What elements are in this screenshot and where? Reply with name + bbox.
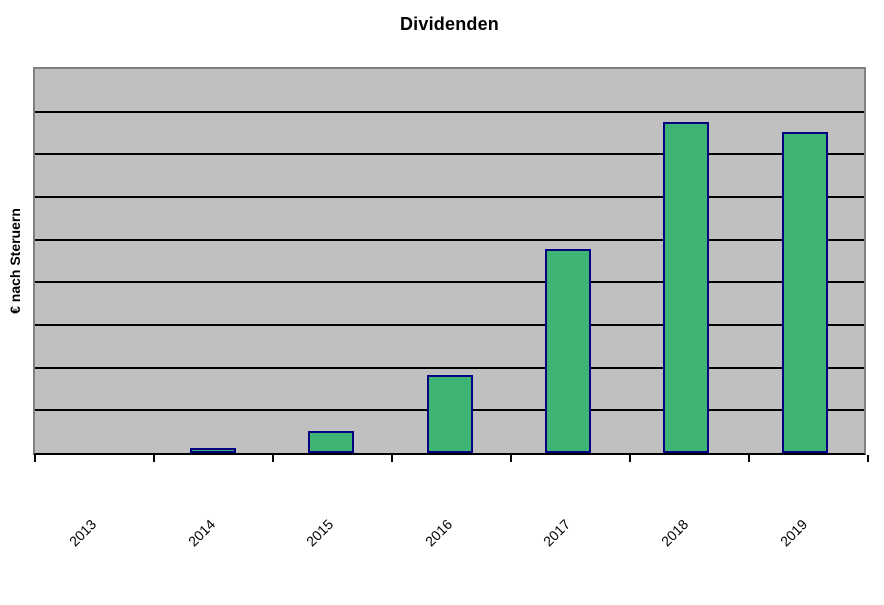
gridline — [35, 239, 864, 241]
gridline — [35, 281, 864, 283]
chart-title: Dividenden — [399, 14, 499, 34]
bar-2015 — [308, 431, 354, 453]
gridline — [35, 367, 864, 369]
gridline — [35, 111, 864, 113]
bar-2019 — [782, 132, 828, 453]
x-axis-tick — [153, 455, 155, 462]
x-axis-label-2017: 2017 — [539, 516, 574, 550]
gridline — [35, 324, 864, 326]
x-axis-tick — [272, 455, 274, 462]
bar-2016 — [427, 375, 473, 453]
x-axis-label-2019: 2019 — [776, 516, 811, 550]
plot-area — [33, 67, 866, 455]
x-axis-tick — [748, 455, 750, 462]
gridline — [35, 153, 864, 155]
x-axis-label-2014: 2014 — [184, 516, 219, 550]
x-axis-label-2015: 2015 — [302, 516, 337, 550]
bar-2014 — [190, 448, 236, 453]
x-axis-tick — [34, 455, 36, 462]
bar-2018 — [663, 122, 709, 453]
x-axis-label-2018: 2018 — [657, 516, 692, 550]
x-axis-tick — [510, 455, 512, 462]
x-axis-label-2016: 2016 — [421, 516, 456, 550]
x-axis-tick — [867, 455, 869, 462]
y-axis-label-container: € nach Steruern — [0, 67, 30, 455]
x-axis-tick — [629, 455, 631, 462]
x-axis-tick — [391, 455, 393, 462]
y-axis-label: € nach Steruern — [7, 208, 24, 314]
gridline — [35, 196, 864, 198]
x-axis-label-2013: 2013 — [65, 516, 100, 550]
bar-2017 — [545, 249, 591, 453]
